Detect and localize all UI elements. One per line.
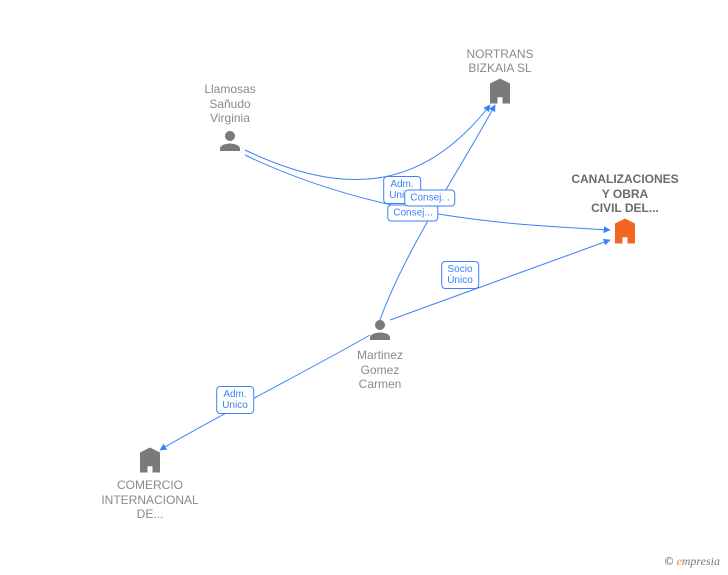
building-icon (80, 445, 220, 478)
node-label: CANALIZACIONES Y OBRA CIVIL DEL... (555, 172, 695, 215)
footer-branding: © empresia (664, 554, 720, 569)
brand-rest: mpresia (682, 554, 720, 568)
edge-label-llamosas-canal: Consej... (387, 205, 438, 222)
copyright-symbol: © (664, 554, 673, 568)
edge-label-martinez-canal: Socio Único (441, 261, 479, 289)
node-canal[interactable]: CANALIZACIONES Y OBRA CIVIL DEL... (555, 172, 695, 249)
node-martinez[interactable]: Martinez Gomez Carmen (310, 315, 450, 392)
node-comercio[interactable]: COMERCIO INTERNACIONAL DE... (80, 445, 220, 522)
building-icon (430, 76, 570, 109)
edge-label-martinez-comercio: Adm. Unico (216, 386, 254, 414)
building-icon (555, 216, 695, 249)
node-label: NORTRANS BIZKAIA SL (430, 47, 570, 76)
node-label: Llamosas Sañudo Virginia (160, 82, 300, 125)
node-nortrans[interactable]: NORTRANS BIZKAIA SL (430, 47, 570, 109)
person-icon (310, 315, 450, 348)
node-label: Martinez Gomez Carmen (310, 348, 450, 391)
person-icon (160, 126, 300, 159)
network-diagram: { "diagram": { "type": "network", "backg… (0, 0, 728, 575)
node-label: COMERCIO INTERNACIONAL DE... (80, 478, 220, 521)
edge-label-martinez-nortrans: Consej. . (404, 190, 455, 207)
node-llamosas[interactable]: Llamosas Sañudo Virginia (160, 82, 300, 159)
edge-martinez-canal (390, 240, 610, 320)
